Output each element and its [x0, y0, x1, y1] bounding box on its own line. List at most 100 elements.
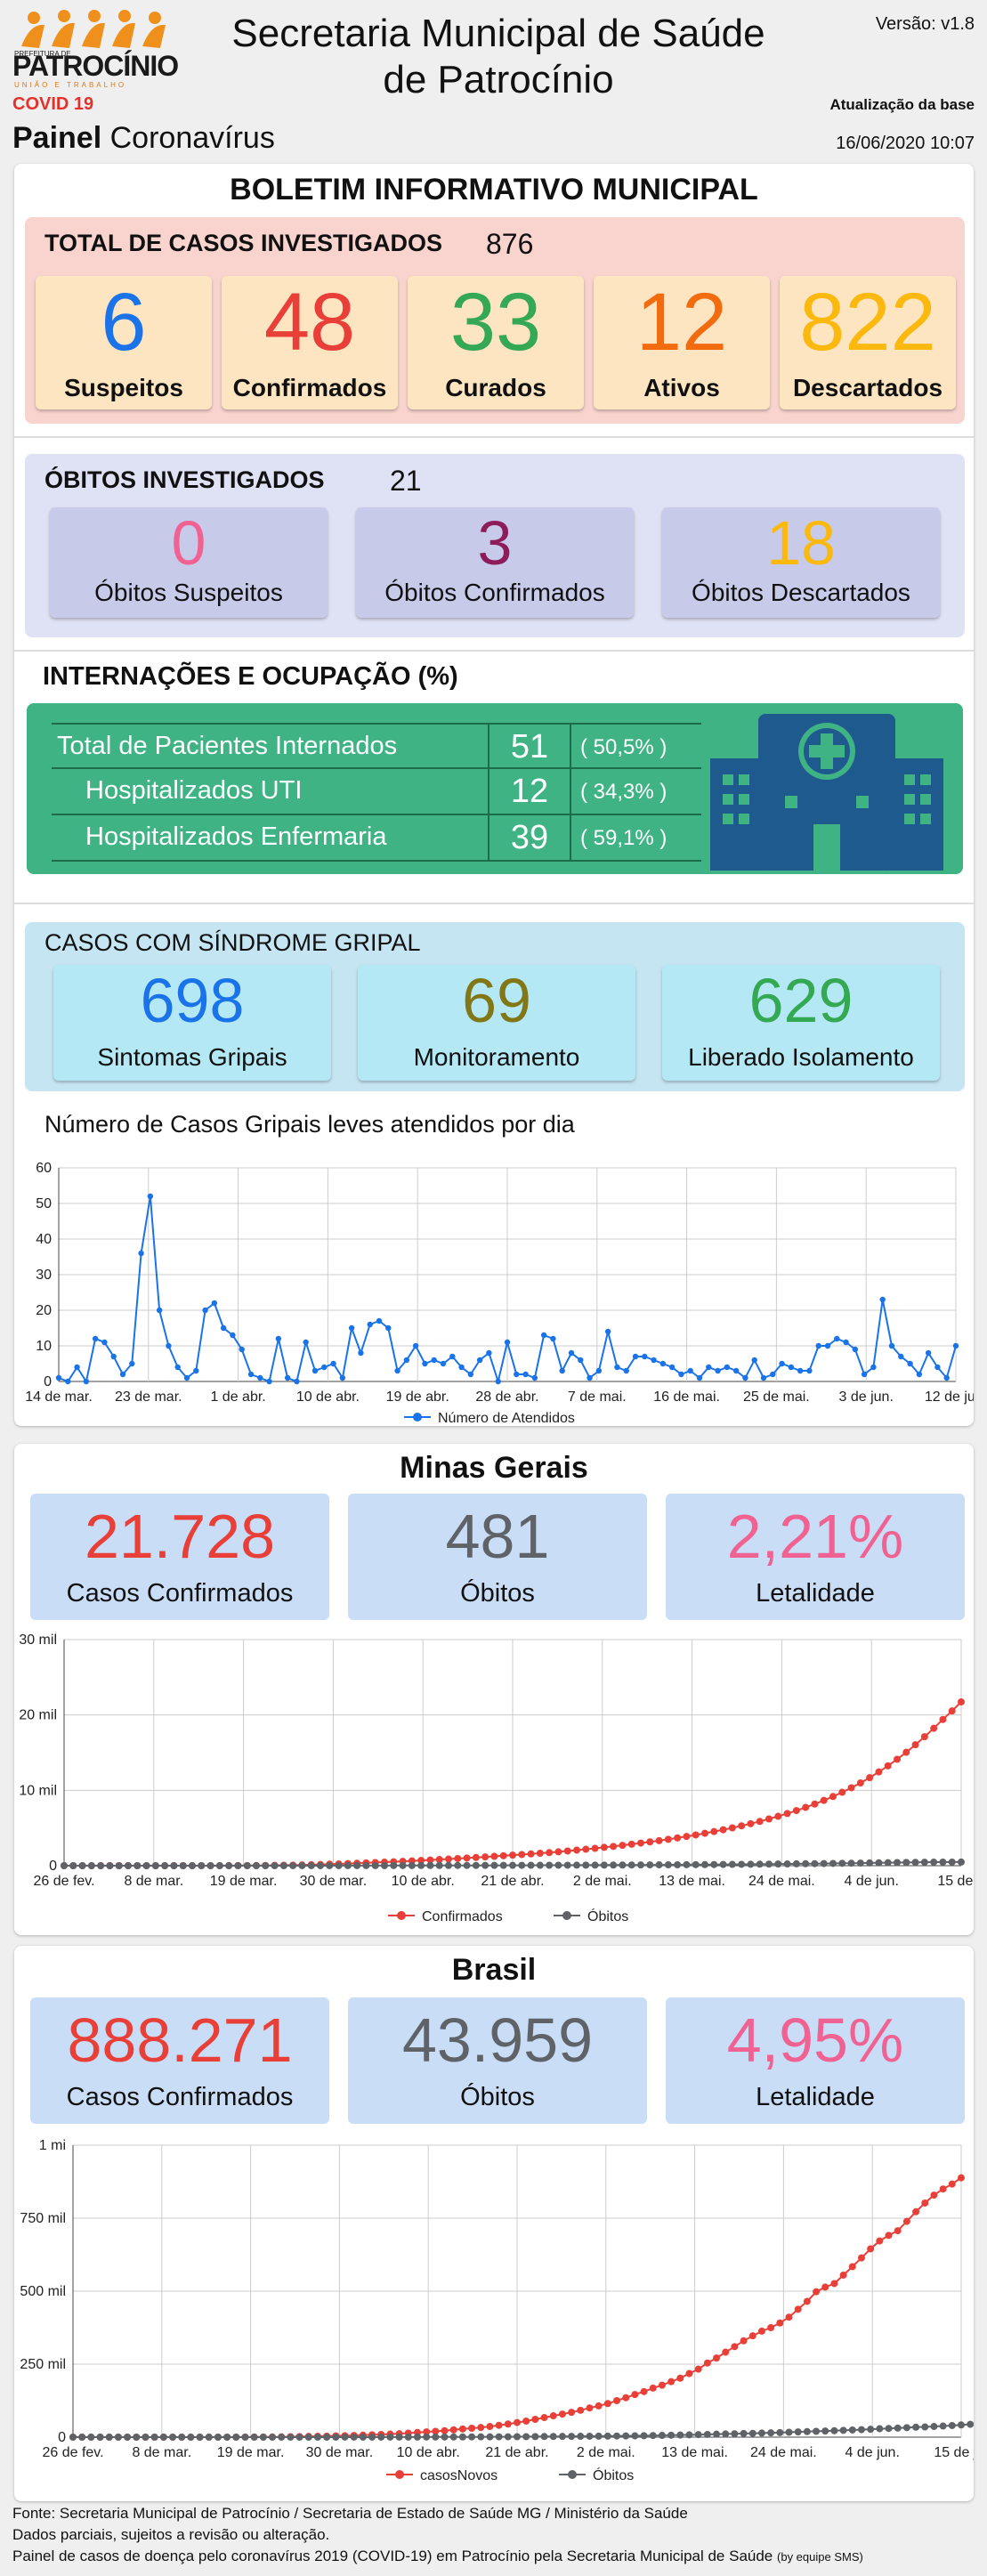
data-point — [468, 2433, 476, 2441]
data-point — [952, 1342, 959, 1349]
painel-title: Painel Coronavírus — [12, 121, 275, 155]
data-point — [710, 1860, 718, 1868]
data-point — [637, 1839, 644, 1847]
tile-value: 18 — [766, 508, 836, 578]
data-point — [573, 1861, 580, 1869]
minas-chart: 0 10 mil 20 mil 30 mil 26 de fev. 8 de mar. 19… — [19, 1632, 974, 1924]
header: PREFEITURA DE PATROCÍNIO UNIÃO E TRABALH… — [0, 0, 987, 160]
x-tick-label: 13 de mai. — [659, 1874, 725, 1889]
data-point — [458, 2425, 466, 2433]
data-point — [619, 1842, 627, 1850]
tile-label: Confirmados — [232, 374, 387, 401]
data-point — [275, 1335, 282, 1342]
data-point — [838, 1859, 846, 1867]
data-point — [432, 2427, 440, 2435]
data-point — [674, 1860, 682, 1868]
data-point — [830, 2280, 838, 2288]
data-point — [866, 1774, 874, 1782]
boletim-title: BOLETIM INFORMATIVO MUNICIPAL — [230, 173, 758, 207]
data-point — [591, 1861, 599, 1869]
data-point — [852, 1346, 859, 1353]
x-tick-label: 4 de jun. — [845, 2445, 900, 2460]
data-point — [875, 1859, 883, 1867]
data-point — [323, 2433, 331, 2441]
data-point — [738, 1860, 746, 1868]
data-point — [304, 2433, 312, 2441]
data-point — [731, 2430, 739, 2438]
stat-tile: 822 Descartados — [780, 276, 956, 409]
data-point — [330, 1360, 336, 1367]
data-point — [198, 1862, 206, 1869]
data-point — [856, 1859, 864, 1867]
data-point — [894, 1755, 901, 1763]
tile-label: Descartados — [792, 374, 943, 401]
data-point — [767, 2324, 775, 2331]
data-point — [78, 2434, 86, 2441]
data-point — [119, 1371, 126, 1378]
y-tick-label: 40 — [36, 1232, 52, 1247]
data-point — [619, 1861, 627, 1869]
data-point — [785, 2428, 793, 2436]
data-point — [587, 1374, 593, 1381]
data-point — [142, 2434, 150, 2441]
data-point — [632, 1353, 639, 1360]
data-point — [659, 1360, 667, 1367]
data-point — [568, 1349, 575, 1357]
data-point — [518, 1861, 526, 1869]
data-point — [866, 1859, 874, 1867]
data-point — [404, 2433, 412, 2441]
data-point — [412, 1342, 419, 1349]
legend-marker — [395, 2470, 404, 2479]
data-point — [683, 1860, 691, 1868]
data-point — [408, 1861, 416, 1869]
data-point — [96, 2434, 104, 2441]
update-label: Atualização da base — [829, 96, 975, 113]
data-point — [205, 2434, 213, 2441]
data-point — [326, 1861, 334, 1869]
data-point — [838, 1788, 846, 1796]
data-point — [317, 1861, 324, 1869]
data-point — [631, 2432, 639, 2440]
x-tick-label: 28 de abr. — [475, 1389, 538, 1405]
obitos-value: 21 — [390, 465, 422, 497]
data-point — [839, 2271, 847, 2279]
data-point — [738, 1822, 746, 1830]
tile-value: 3 — [477, 508, 513, 578]
data-point — [948, 1858, 956, 1866]
stat-tile: 698 Sintomas Gripais — [53, 965, 331, 1081]
data-point — [166, 1342, 172, 1349]
x-tick-label: 3 de jun. — [839, 1389, 894, 1405]
data-point — [399, 1861, 407, 1869]
data-point — [719, 1860, 727, 1868]
data-point — [531, 2415, 539, 2423]
x-tick-label: 16 de mai. — [653, 1389, 720, 1405]
data-point — [550, 1335, 556, 1342]
row-pct: ( 50,5% ) — [580, 735, 667, 759]
data-point — [196, 2434, 204, 2441]
data-point — [445, 1855, 452, 1863]
data-point — [921, 2423, 929, 2431]
x-tick-label: 8 de mar. — [124, 1874, 183, 1889]
data-point — [298, 1861, 306, 1869]
data-point — [742, 1374, 748, 1381]
tile-label: Curados — [445, 374, 546, 401]
data-point — [344, 1861, 352, 1869]
data-point — [295, 2433, 303, 2441]
data-point — [577, 2433, 585, 2441]
data-point — [522, 2433, 530, 2441]
data-point — [792, 1807, 800, 1815]
x-tick-label: 8 de mar. — [132, 2445, 191, 2460]
y-tick-label: 1 mi — [39, 2138, 66, 2153]
data-point — [371, 1861, 379, 1869]
data-point — [61, 1862, 68, 1869]
data-point — [674, 1834, 682, 1842]
data-point — [685, 2369, 693, 2378]
data-point — [783, 1810, 791, 1818]
data-point — [294, 1378, 300, 1385]
data-point — [133, 1862, 142, 1869]
data-point — [284, 1374, 291, 1381]
data-point — [815, 1342, 821, 1349]
data-point — [694, 2365, 702, 2373]
data-point — [486, 1349, 492, 1357]
stat-label: Óbitos — [460, 1579, 535, 1608]
